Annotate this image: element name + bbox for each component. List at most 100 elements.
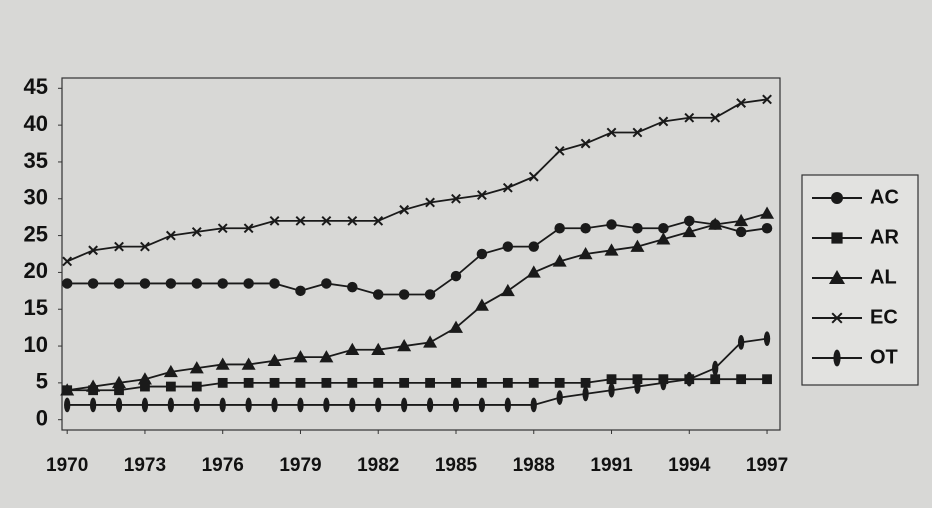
plot-frame: [61, 77, 781, 431]
marker: [373, 215, 384, 226]
legend-marker: [829, 270, 845, 284]
marker: [114, 385, 124, 396]
marker: [375, 397, 382, 413]
marker: [349, 397, 356, 413]
marker: [578, 247, 593, 260]
marker: [401, 397, 408, 413]
marker: [60, 383, 75, 396]
marker: [347, 215, 358, 226]
marker: [167, 397, 175, 413]
marker: [734, 213, 749, 227]
marker: [217, 377, 228, 388]
marker: [347, 281, 358, 293]
marker: [762, 374, 772, 385]
x-tick-label: 1991: [590, 455, 633, 476]
marker: [217, 278, 228, 289]
marker: [630, 239, 645, 252]
marker: [426, 397, 434, 413]
marker: [243, 278, 254, 289]
marker: [295, 285, 306, 297]
marker: [243, 223, 254, 234]
marker: [448, 320, 463, 333]
y-tick-label: 15: [24, 295, 48, 320]
series-line: [67, 378, 768, 392]
marker: [632, 127, 643, 138]
y-tick-label: 30: [24, 185, 48, 210]
y-tick-label: 25: [24, 221, 48, 246]
marker: [452, 397, 460, 413]
marker: [477, 377, 487, 388]
marker: [552, 254, 567, 267]
marker: [478, 397, 486, 413]
marker: [425, 377, 435, 388]
series-line: [67, 212, 768, 392]
legend-label: EC: [870, 306, 898, 328]
marker: [710, 112, 721, 123]
y-tick-label: 20: [24, 258, 48, 283]
marker: [61, 278, 73, 289]
marker: [735, 226, 747, 238]
marker: [295, 377, 306, 388]
marker: [399, 377, 410, 388]
marker: [604, 243, 619, 256]
marker: [267, 353, 282, 367]
marker: [763, 331, 771, 347]
marker: [88, 245, 99, 256]
legend-box: [801, 174, 919, 386]
y-tick-label: 5: [36, 369, 48, 394]
legend-marker: [831, 312, 843, 324]
marker: [215, 357, 230, 370]
marker: [682, 224, 697, 238]
marker: [606, 127, 617, 138]
legend-label: AR: [870, 226, 899, 248]
x-tick-label: 1976: [202, 455, 244, 476]
marker: [217, 223, 228, 234]
marker: [397, 339, 412, 352]
marker: [451, 193, 461, 204]
legend-label: OT: [870, 346, 898, 368]
marker: [712, 360, 719, 376]
marker: [139, 278, 151, 289]
marker: [140, 241, 150, 252]
marker: [761, 222, 773, 234]
marker: [193, 397, 200, 413]
x-tick-label: 1985: [435, 455, 478, 476]
y-tick-label: 10: [24, 332, 48, 357]
marker: [113, 278, 125, 289]
marker: [423, 335, 438, 348]
marker: [86, 379, 101, 392]
marker: [345, 342, 360, 355]
marker: [608, 382, 615, 398]
marker: [165, 381, 176, 392]
series-line: [67, 219, 768, 296]
marker: [323, 397, 330, 413]
x-tick-label: 1988: [513, 455, 555, 476]
marker: [526, 265, 541, 278]
marker: [580, 222, 591, 234]
marker: [319, 350, 334, 363]
marker: [372, 289, 384, 300]
marker: [165, 230, 176, 241]
marker: [295, 215, 306, 226]
marker: [269, 215, 280, 226]
marker: [500, 283, 515, 297]
marker: [321, 377, 332, 388]
marker: [736, 374, 747, 385]
marker: [451, 377, 461, 388]
marker: [656, 232, 671, 245]
legend-marker: [831, 192, 843, 204]
marker: [269, 278, 280, 289]
marker: [634, 379, 641, 394]
x-tick-label: 1994: [668, 455, 711, 476]
marker: [684, 112, 695, 123]
marker: [606, 219, 617, 230]
x-tick-label: 1979: [279, 455, 321, 476]
legend-label: AC: [870, 186, 899, 208]
marker: [632, 374, 643, 385]
legend-label: AL: [870, 266, 897, 288]
x-tick-label: 1997: [746, 455, 788, 476]
x-tick-label: 1982: [357, 455, 399, 476]
marker: [502, 377, 513, 388]
